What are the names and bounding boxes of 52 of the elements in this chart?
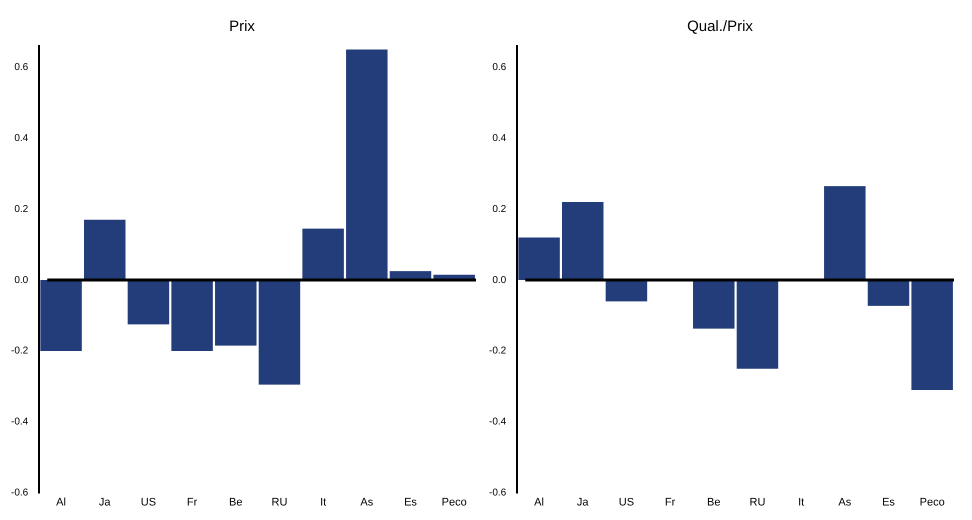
y-tick-label: -0.2 (10, 346, 29, 357)
bar (215, 280, 257, 346)
y-tick-label: 0.6 (492, 62, 507, 74)
x-tick-label: Be (707, 496, 721, 508)
chart-title: Qual./Prix (687, 18, 754, 36)
x-tick-label: RU (272, 496, 288, 508)
bar (868, 280, 910, 306)
x-tick-label: Al (56, 496, 66, 508)
y-tick-label: 0.0 (14, 274, 29, 286)
x-tick-label: Ja (98, 496, 112, 508)
y-tick-label: -0.4 (488, 416, 507, 428)
x-tick-label: US (140, 496, 156, 508)
x-tick-label: Fr (186, 496, 198, 508)
x-tick-label: Es (404, 496, 418, 508)
x-tick-label: Peco (920, 496, 945, 508)
x-tick-label: RU (750, 496, 766, 508)
bar (911, 280, 953, 390)
chart-title: Prix (229, 18, 256, 36)
bar (171, 280, 213, 351)
bar (128, 280, 170, 324)
bar (518, 237, 560, 280)
x-tick-label: Es (882, 496, 896, 508)
x-tick-label: Ja (576, 496, 590, 508)
y-tick-label: 0.6 (14, 62, 29, 74)
x-tick-label: Fr (664, 496, 676, 508)
x-tick-label: As (838, 496, 852, 508)
y-tick-label: 0.4 (14, 132, 29, 144)
x-tick-label: Al (534, 496, 544, 508)
y-tick-label: -0.2 (488, 346, 507, 357)
bar (84, 220, 126, 280)
x-tick-label: It (798, 496, 804, 508)
y-tick-label: 0.0 (492, 274, 507, 286)
y-tick-label: -0.6 (10, 488, 29, 499)
bar (693, 280, 735, 329)
bar (258, 280, 300, 385)
y-tick-label: 0.2 (492, 204, 507, 215)
bar (824, 186, 866, 280)
bar (346, 50, 388, 280)
bar (562, 202, 604, 280)
x-tick-label: US (618, 496, 634, 508)
y-tick-label: 0.2 (14, 204, 29, 215)
bar (736, 280, 778, 369)
y-tick-label: 0.4 (492, 132, 507, 144)
x-tick-label: It (320, 496, 326, 508)
bar (606, 280, 648, 302)
x-tick-label: Be (229, 496, 243, 508)
y-tick-label: -0.6 (488, 488, 507, 499)
bar (302, 228, 344, 280)
x-tick-label: Peco (442, 496, 467, 508)
x-tick-label: As (360, 496, 374, 508)
y-tick-label: -0.4 (10, 416, 29, 428)
bar (40, 280, 82, 351)
